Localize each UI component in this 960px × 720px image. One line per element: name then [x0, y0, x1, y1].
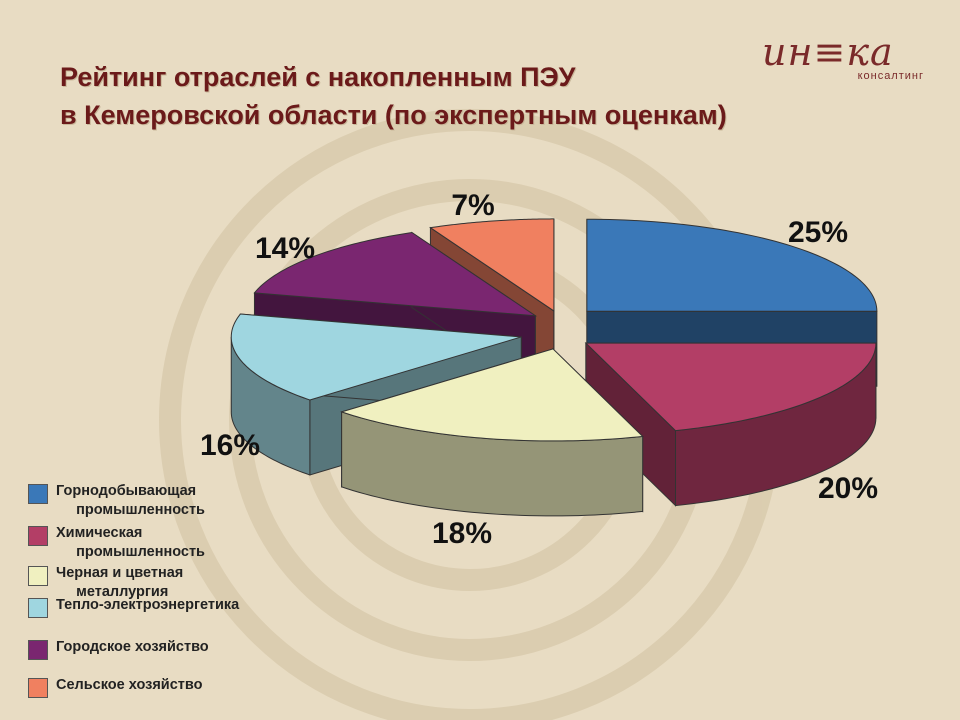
slice-percent-label: 16%	[200, 429, 260, 462]
page-title: Рейтинг отраслей с накопленным ПЭУ в Кем…	[60, 58, 727, 134]
legend-label: Черная и цветная металлургия	[56, 565, 184, 600]
slice-percent-label: 14%	[255, 232, 315, 265]
title-line-1: Рейтинг отраслей с накопленным ПЭУ	[60, 62, 576, 92]
legend-label: Сельское хозяйство	[56, 677, 203, 693]
legend-swatch	[28, 640, 48, 660]
legend-swatch	[28, 484, 48, 504]
logo-text: ин≡ка	[762, 30, 894, 74]
legend-label: Тепло-электроэнергетика	[56, 597, 240, 613]
slice-percent-label: 7%	[451, 189, 494, 222]
slice-percent-label: 18%	[432, 517, 492, 550]
legend-label: Горнодобывающая промышленность	[56, 483, 205, 518]
legend-swatch	[28, 526, 48, 546]
slice-top-face	[230, 313, 522, 401]
slice-top-face	[586, 218, 878, 312]
legend-swatch	[28, 678, 48, 698]
legend-swatch	[28, 598, 48, 618]
legend-swatch	[28, 566, 48, 586]
slice-top-face	[339, 348, 644, 442]
company-logo: ин≡ка консалтинг	[762, 30, 932, 90]
legend-label: Химическая промышленность	[56, 525, 205, 560]
legend-label: Городское хозяйство	[56, 639, 209, 655]
slice-percent-label: 25%	[788, 216, 848, 249]
slice-top-face	[429, 218, 555, 312]
slice-top-face	[253, 231, 538, 317]
slice-top-face	[584, 342, 877, 432]
logo-subtitle: консалтинг	[857, 70, 924, 82]
pie-slice	[339, 347, 644, 517]
slice-percent-label: 20%	[818, 472, 878, 505]
title-line-2: в Кемеровской области (по экспертным оце…	[60, 100, 727, 130]
